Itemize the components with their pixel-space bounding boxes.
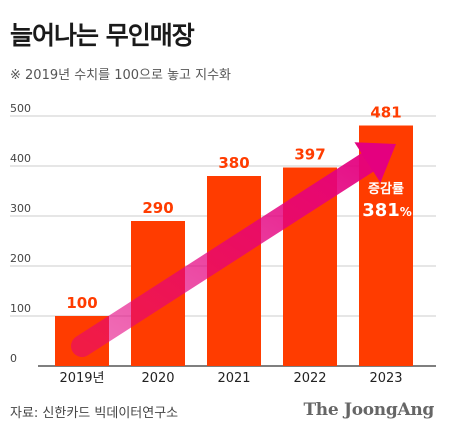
trend-arrow-head bbox=[354, 142, 396, 183]
bar-value-label: 481 bbox=[370, 104, 401, 122]
chart-subtitle: ※ 2019년 수치를 100으로 놓고 지수화 bbox=[10, 68, 232, 83]
x-tick-label: 2022 bbox=[293, 371, 326, 386]
page-title: 늘어나는 무인매장 bbox=[10, 21, 195, 50]
annotation-unit: % bbox=[400, 205, 412, 219]
bar-value-label: 380 bbox=[218, 154, 249, 172]
y-tick-label: 200 bbox=[10, 252, 31, 265]
annotation-value: 381% bbox=[362, 200, 412, 221]
annotation-label: 증감률 bbox=[368, 182, 404, 197]
x-tick-label: 2021 bbox=[217, 371, 250, 386]
trend-arrow-shaft bbox=[71, 147, 386, 357]
annotation-number: 381 bbox=[362, 200, 400, 221]
bar-value-label: 100 bbox=[66, 294, 97, 312]
y-tick-label: 100 bbox=[10, 302, 31, 315]
y-tick-label: 400 bbox=[10, 152, 31, 165]
bar-value-label: 290 bbox=[142, 199, 173, 217]
source-note: 자료: 신한카드 빅데이터연구소 bbox=[10, 406, 179, 421]
bar-value-label: 397 bbox=[294, 146, 325, 164]
y-tick-label: 0 bbox=[10, 352, 17, 365]
x-tick-label: 2023 bbox=[369, 371, 402, 386]
x-tick-label: 2019년 bbox=[59, 371, 104, 386]
x-tick-label: 2020 bbox=[141, 371, 174, 386]
y-tick-label: 300 bbox=[10, 202, 31, 215]
publisher-logo: The JoongAng bbox=[303, 400, 434, 420]
y-tick-label: 500 bbox=[10, 102, 31, 115]
